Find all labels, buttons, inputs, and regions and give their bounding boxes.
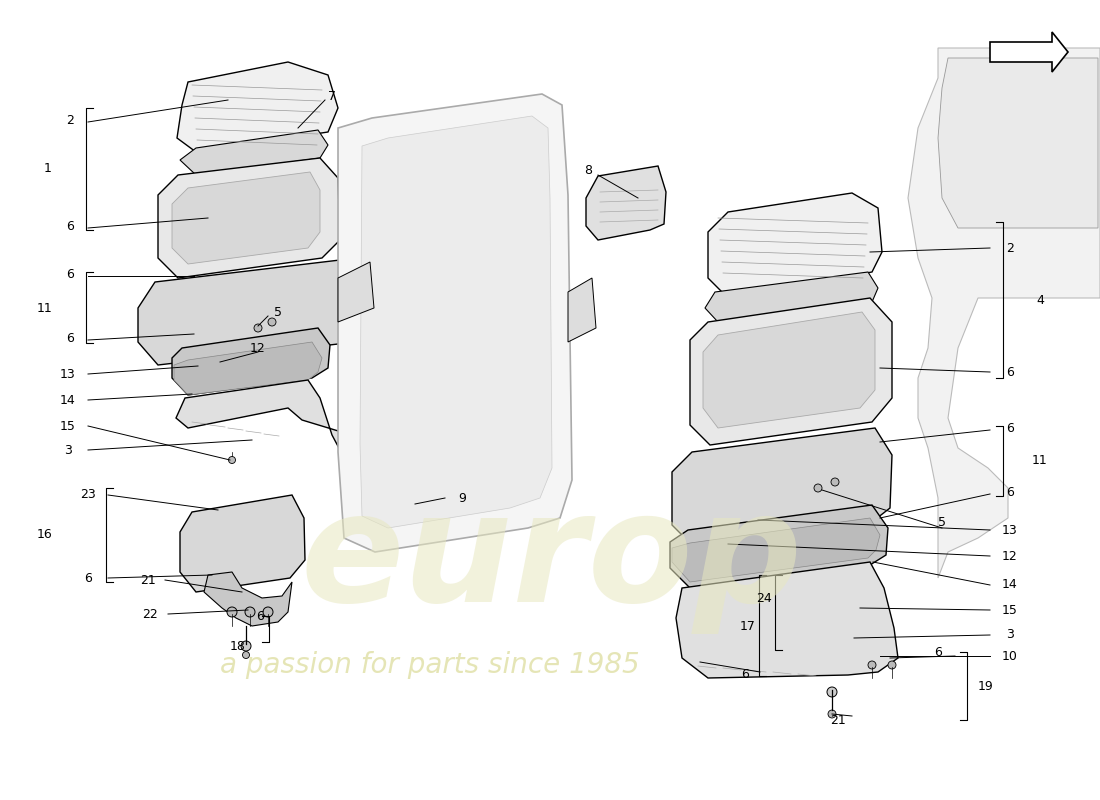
Text: 5: 5: [274, 306, 282, 318]
Polygon shape: [705, 272, 878, 322]
Text: 22: 22: [142, 609, 158, 622]
Circle shape: [245, 607, 255, 617]
Polygon shape: [204, 572, 292, 626]
Polygon shape: [708, 193, 882, 298]
Polygon shape: [676, 562, 898, 678]
Circle shape: [241, 641, 251, 651]
Circle shape: [263, 607, 273, 617]
Polygon shape: [670, 505, 888, 588]
Text: 19: 19: [978, 679, 994, 693]
Circle shape: [868, 661, 876, 669]
Text: 6: 6: [66, 267, 74, 281]
Text: 15: 15: [1002, 603, 1018, 617]
Polygon shape: [172, 328, 330, 395]
Polygon shape: [338, 94, 572, 552]
Circle shape: [828, 710, 836, 718]
Text: 5: 5: [938, 515, 946, 529]
Text: 6: 6: [84, 571, 92, 585]
Text: 14: 14: [1002, 578, 1018, 591]
Polygon shape: [672, 518, 880, 582]
Polygon shape: [138, 260, 358, 365]
Text: 4: 4: [1036, 294, 1044, 306]
Polygon shape: [180, 495, 305, 592]
Polygon shape: [990, 32, 1068, 72]
Text: 16: 16: [37, 529, 53, 542]
Text: 3: 3: [64, 443, 72, 457]
Text: 6: 6: [934, 646, 942, 659]
Polygon shape: [174, 342, 322, 395]
Text: 10: 10: [1002, 650, 1018, 662]
Text: 18: 18: [230, 639, 246, 653]
Polygon shape: [177, 62, 338, 152]
Text: 11: 11: [1032, 454, 1048, 467]
Text: 24: 24: [756, 591, 772, 605]
Polygon shape: [172, 172, 320, 264]
Text: 13: 13: [60, 367, 76, 381]
Text: 3: 3: [1006, 629, 1014, 642]
Text: 8: 8: [584, 163, 592, 177]
Circle shape: [268, 318, 276, 326]
Circle shape: [888, 661, 896, 669]
Polygon shape: [586, 166, 666, 240]
Text: 15: 15: [60, 419, 76, 433]
Circle shape: [229, 457, 235, 463]
Text: 7: 7: [328, 90, 336, 102]
Text: 12: 12: [250, 342, 266, 354]
Text: 6: 6: [66, 219, 74, 233]
Text: 21: 21: [140, 574, 156, 586]
Text: 6: 6: [741, 669, 749, 682]
Polygon shape: [908, 48, 1100, 578]
Circle shape: [827, 687, 837, 697]
Text: 6: 6: [1006, 366, 1014, 378]
Polygon shape: [360, 116, 552, 528]
Circle shape: [814, 484, 822, 492]
Text: 6: 6: [66, 331, 74, 345]
Text: 9: 9: [458, 491, 466, 505]
Polygon shape: [176, 380, 438, 505]
Text: 21: 21: [830, 714, 846, 726]
Text: 11: 11: [37, 302, 53, 314]
Text: 13: 13: [1002, 523, 1018, 537]
Text: 2: 2: [66, 114, 74, 126]
Circle shape: [227, 607, 236, 617]
Text: europ: europ: [300, 486, 802, 634]
Polygon shape: [672, 428, 892, 545]
Text: 14: 14: [60, 394, 76, 406]
Polygon shape: [568, 278, 596, 342]
Polygon shape: [938, 58, 1098, 228]
Circle shape: [242, 651, 250, 658]
Text: 1: 1: [44, 162, 52, 174]
Text: a passion for parts since 1985: a passion for parts since 1985: [220, 651, 639, 679]
Polygon shape: [690, 298, 892, 445]
Text: 23: 23: [80, 487, 96, 501]
Polygon shape: [408, 488, 475, 518]
Text: 17: 17: [740, 619, 756, 633]
Circle shape: [254, 324, 262, 332]
Polygon shape: [703, 312, 874, 428]
Polygon shape: [338, 262, 374, 322]
Text: 6: 6: [1006, 486, 1014, 498]
Text: 2: 2: [1006, 242, 1014, 254]
Circle shape: [830, 478, 839, 486]
Text: 6: 6: [256, 610, 264, 622]
Text: 12: 12: [1002, 550, 1018, 562]
Text: 6: 6: [1006, 422, 1014, 434]
Polygon shape: [158, 158, 340, 278]
Polygon shape: [180, 130, 328, 175]
